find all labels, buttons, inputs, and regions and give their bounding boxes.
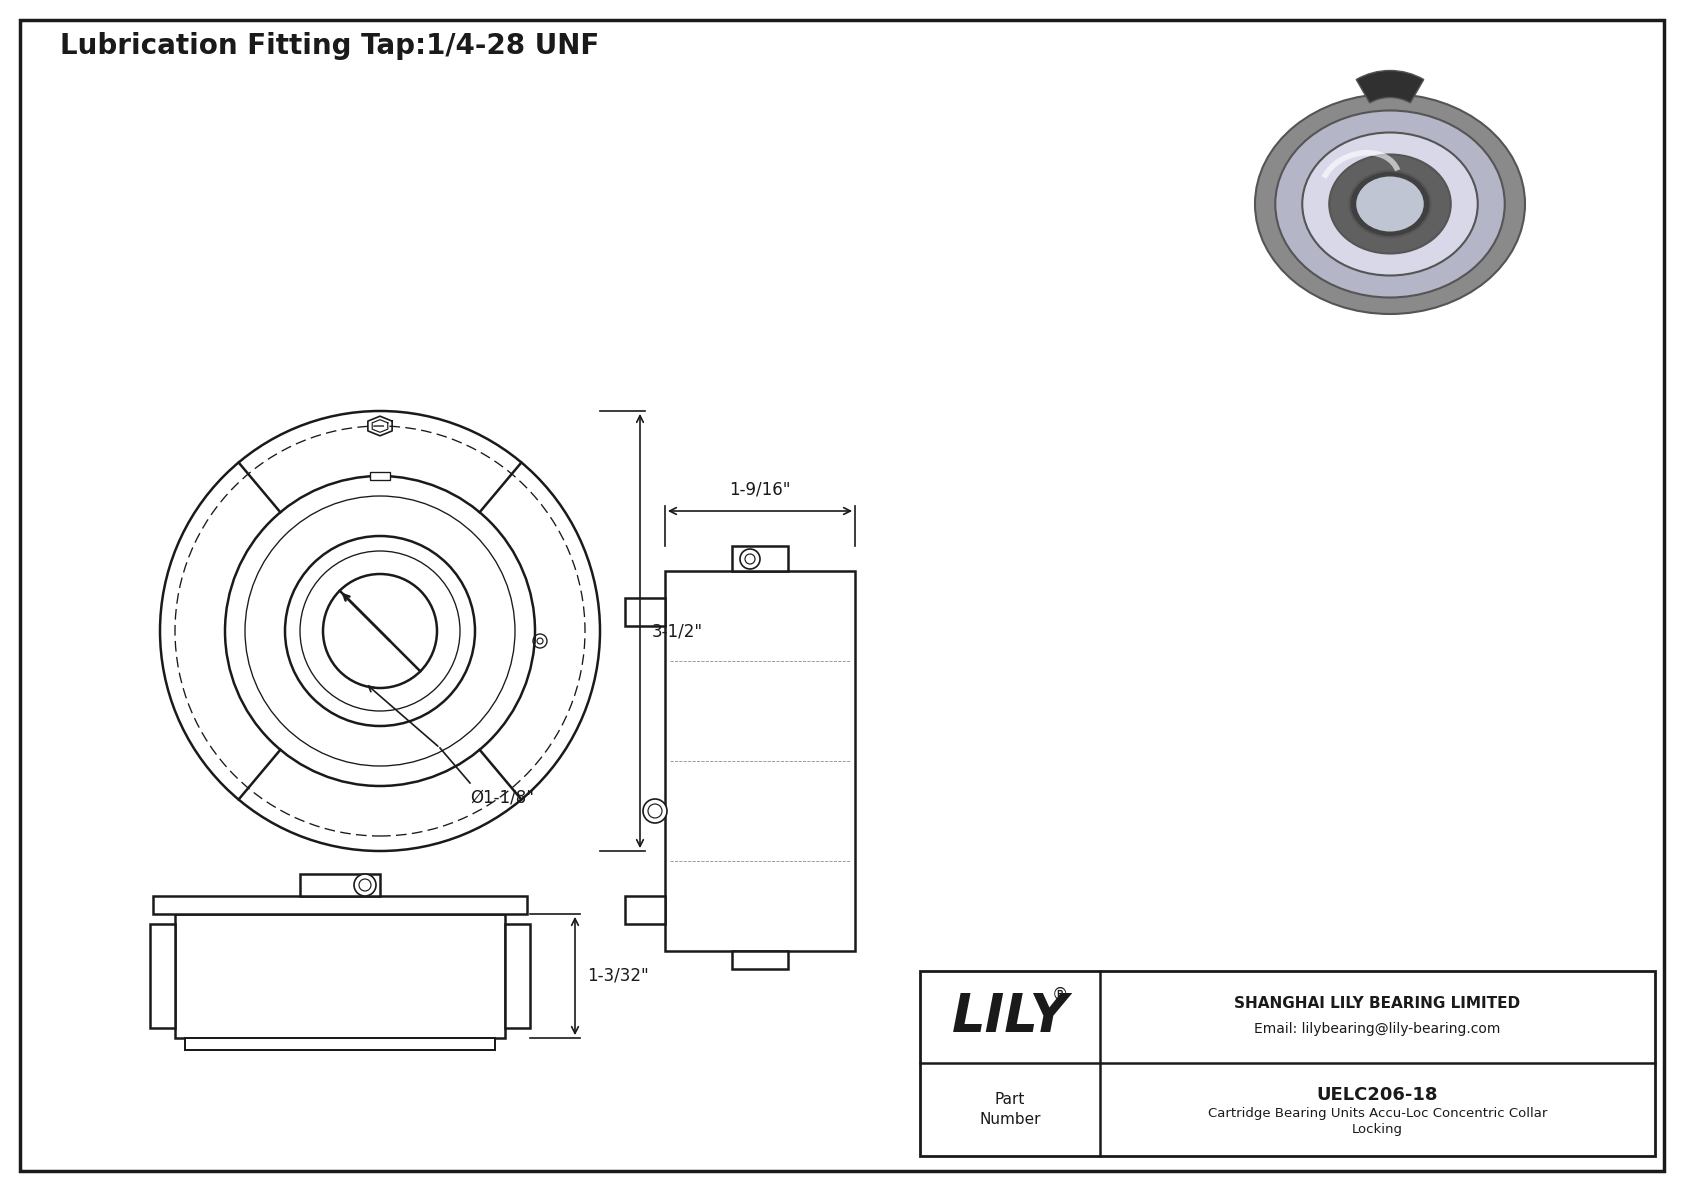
Text: Ø1-1/8": Ø1-1/8" xyxy=(470,788,534,806)
Bar xyxy=(153,896,527,913)
Bar xyxy=(665,570,855,950)
Circle shape xyxy=(354,874,376,896)
Circle shape xyxy=(643,799,667,823)
Bar xyxy=(185,1039,495,1050)
Ellipse shape xyxy=(1255,94,1526,314)
Bar xyxy=(150,924,175,1028)
Text: Lubrication Fitting Tap:1/4-28 UNF: Lubrication Fitting Tap:1/4-28 UNF xyxy=(61,32,600,60)
Text: Cartridge Bearing Units Accu-Loc Concentric Collar
Locking: Cartridge Bearing Units Accu-Loc Concent… xyxy=(1207,1106,1548,1136)
Bar xyxy=(733,950,788,969)
Text: Part
Number: Part Number xyxy=(980,1091,1041,1128)
Text: LILY: LILY xyxy=(951,991,1068,1043)
Circle shape xyxy=(739,549,759,569)
Text: 1-3/32": 1-3/32" xyxy=(588,967,648,985)
Text: SHANGHAI LILY BEARING LIMITED: SHANGHAI LILY BEARING LIMITED xyxy=(1234,996,1521,1010)
Text: 1-9/16": 1-9/16" xyxy=(729,481,791,499)
Bar xyxy=(505,924,530,1028)
Bar xyxy=(370,472,391,480)
Circle shape xyxy=(226,476,536,786)
Bar xyxy=(733,545,788,570)
Bar xyxy=(175,913,505,1039)
Text: UELC206-18: UELC206-18 xyxy=(1317,1085,1438,1104)
Ellipse shape xyxy=(1329,155,1450,254)
Bar xyxy=(300,874,381,896)
Ellipse shape xyxy=(1302,132,1479,275)
Text: 3-1/2": 3-1/2" xyxy=(652,622,704,640)
Circle shape xyxy=(285,536,475,727)
Bar xyxy=(625,896,665,924)
Ellipse shape xyxy=(1275,111,1505,298)
Bar xyxy=(1150,56,1610,351)
Bar xyxy=(919,971,1655,1156)
Ellipse shape xyxy=(1349,172,1430,237)
Wedge shape xyxy=(1356,70,1423,102)
Circle shape xyxy=(160,411,600,852)
Text: Email: lilybearing@lily-bearing.com: Email: lilybearing@lily-bearing.com xyxy=(1255,1022,1500,1036)
Bar xyxy=(625,598,665,626)
Circle shape xyxy=(323,574,438,688)
Ellipse shape xyxy=(1356,176,1423,231)
Text: ®: ® xyxy=(1052,986,1068,1004)
